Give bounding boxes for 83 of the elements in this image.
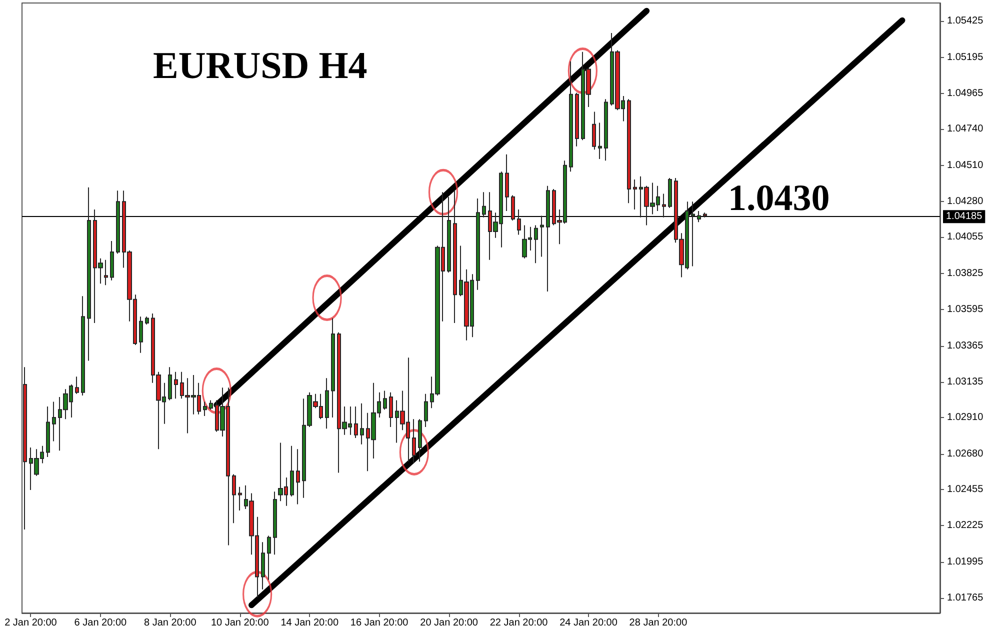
- candlestick: [290, 445, 294, 497]
- candlestick: [209, 400, 213, 410]
- y-tick-label: 1.04965: [947, 88, 984, 100]
- candlestick: [517, 208, 521, 236]
- candlestick: [52, 401, 56, 442]
- candlestick: [703, 212, 707, 218]
- candlestick: [691, 201, 695, 267]
- candlestick: [104, 259, 108, 286]
- x-tick-label: 20 Jan 20:00: [420, 618, 478, 628]
- candlestick: [668, 177, 672, 208]
- x-tick-label: 2 Jan 20:00: [4, 618, 58, 628]
- candlestick: [546, 185, 550, 292]
- candlestick: [511, 194, 515, 222]
- candlestick: [575, 92, 579, 147]
- x-tick-label: 6 Jan 20:00: [74, 618, 128, 628]
- candlestick: [174, 371, 178, 400]
- candlestick: [412, 418, 416, 464]
- ref-line-label: 1.04185: [946, 211, 983, 222]
- x-tick-label: 24 Jan 20:00: [560, 618, 618, 628]
- x-tick-label: 16 Jan 20:00: [350, 618, 409, 628]
- y-tick-label: 1.04510: [947, 160, 984, 171]
- candlestick: [145, 316, 149, 326]
- candlestick: [662, 193, 666, 218]
- y-tick-label: 1.04740: [947, 124, 984, 135]
- x-tick-label: 28 Jan 20:00: [629, 618, 688, 628]
- candlestick: [418, 418, 422, 462]
- x-tick-label: 14 Jan 20:00: [280, 618, 339, 628]
- candlestick: [354, 406, 358, 439]
- y-tick-label: 1.03135: [947, 376, 984, 388]
- candlestick: [534, 224, 538, 264]
- candlestick: [46, 406, 50, 458]
- y-tick-label: 1.03365: [947, 340, 984, 352]
- candlestick: [569, 60, 573, 172]
- candlestick: [261, 542, 265, 590]
- candlestick: [139, 316, 143, 354]
- y-tick-label: 1.01765: [947, 592, 984, 604]
- y-tick-label: 1.02910: [947, 412, 984, 424]
- candlestick: [75, 376, 79, 394]
- y-tick-label: 1.03595: [947, 304, 984, 316]
- annotation: 1.0430: [728, 178, 830, 219]
- candlestick: [325, 378, 329, 430]
- candlestick: [633, 179, 637, 210]
- candlestick: [331, 318, 335, 418]
- candlestick: [697, 210, 701, 223]
- y-tick-label: 1.05195: [947, 52, 984, 63]
- x-tick-label: 22 Jan 20:00: [490, 618, 548, 628]
- candlestick: [296, 448, 300, 505]
- candlestick: [604, 98, 608, 162]
- candlestick: [476, 198, 480, 290]
- y-tick-label: 1.02225: [947, 520, 984, 532]
- x-tick-label: 10 Jan 20:00: [210, 618, 270, 628]
- candlestick: [627, 98, 631, 204]
- y-tick-label: 1.04280: [947, 196, 984, 208]
- candlestick: [540, 215, 544, 258]
- x-tick-label: 8 Jan 20:00: [144, 618, 197, 628]
- y-tick-label: 1.05425: [947, 16, 984, 27]
- candlestick: [116, 190, 120, 254]
- y-tick-label: 1.04055: [947, 232, 984, 243]
- candlestick: [592, 111, 596, 150]
- candlestick: [598, 122, 602, 160]
- candlestick: [273, 491, 277, 556]
- candlestick: [23, 366, 27, 530]
- candlestick: [453, 190, 457, 324]
- candlestick: [81, 296, 85, 396]
- y-tick-label: 1.02680: [947, 448, 984, 460]
- candlestick: [87, 186, 91, 362]
- candlestick: [238, 486, 242, 512]
- candlestick: [232, 474, 236, 524]
- candlestick: [389, 392, 393, 428]
- candlestick: [482, 192, 486, 218]
- candlestick: [110, 240, 114, 281]
- y-tick-label: 1.01995: [947, 556, 984, 568]
- candlestick: [360, 402, 364, 445]
- candlestick: [267, 535, 271, 580]
- candlestick: [505, 154, 509, 212]
- candlestick: [383, 390, 387, 410]
- candlestick: [447, 196, 451, 274]
- y-tick-label: 1.02455: [947, 484, 984, 495]
- text: EURUSD H4: [153, 45, 368, 87]
- y-tick-label: 1.03825: [947, 268, 984, 279]
- candlestick: [203, 401, 207, 416]
- candlestick: [168, 366, 172, 401]
- candlestick: [424, 393, 428, 428]
